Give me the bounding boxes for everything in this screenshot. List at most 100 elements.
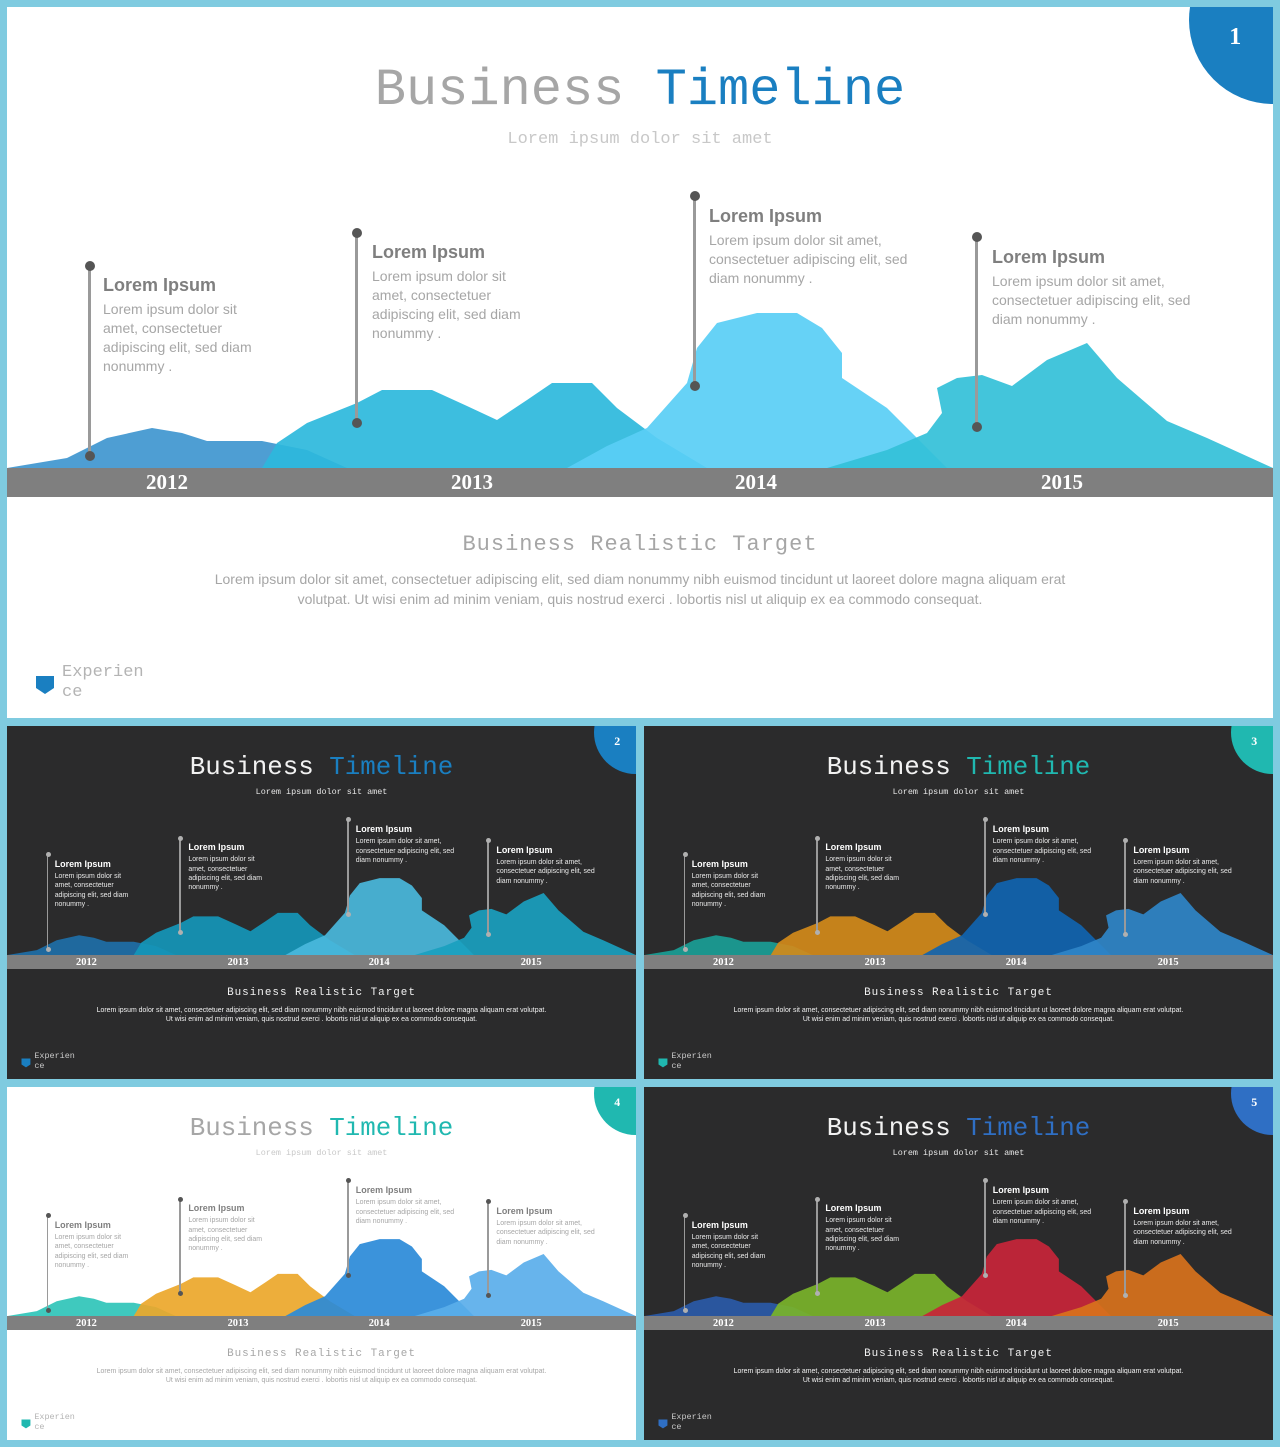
logo-text: Experience xyxy=(62,663,144,702)
callout-2013: Lorem Ipsum Lorem ipsum dolor sit amet, c… xyxy=(825,1203,907,1254)
slide-2[interactable]: 2 Business Timeline Lorem ipsum dolor sit … xyxy=(7,726,636,1079)
pin-line-2014 xyxy=(984,1180,986,1276)
section-title: Business Realistic Target xyxy=(462,532,818,557)
slide-title: Business Timeline xyxy=(644,753,1273,781)
mountain-2013 xyxy=(770,912,992,956)
year-band xyxy=(644,955,1273,970)
pin-dot-top xyxy=(983,1178,989,1184)
callout-body: Lorem ipsum dolor sit amet, consectetuer… xyxy=(691,1233,766,1269)
pin-dot-bottom xyxy=(815,930,821,936)
year-label-2012: 2012 xyxy=(713,1317,734,1329)
slide-5[interactable]: 5 Business Timeline Lorem ipsum dolor sit … xyxy=(644,1087,1273,1440)
pin-dot-bottom xyxy=(689,381,700,391)
title-word-business: Business xyxy=(826,752,951,783)
pin-dot-top xyxy=(45,852,51,858)
callout-heading: Lorem Ipsum xyxy=(691,1219,748,1230)
pin-dot-bottom xyxy=(682,1307,688,1313)
section-body: Lorem ipsum dolor sit amet, consectetuer… xyxy=(96,1006,547,1024)
callout-2015: Lorem Ipsum Lorem ipsum dolor sit amet, c… xyxy=(496,845,605,886)
callout-body: Lorem ipsum dolor sit amet, consectetuer… xyxy=(992,273,1191,328)
pin-dot-bottom xyxy=(346,1272,352,1278)
callout-2012: Lorem Ipsum Lorem ipsum dolor sit amet, c… xyxy=(103,274,268,376)
pin-dot-top xyxy=(351,228,362,238)
pin-dot-top xyxy=(346,817,352,823)
mountain-2014 xyxy=(285,878,475,956)
slide-subtitle: Lorem ipsum dolor sit amet xyxy=(507,130,773,149)
slide-subtitle: Lorem ipsum dolor sit amet xyxy=(255,787,388,798)
callout-body: Lorem ipsum dolor sit amet, consectetuer… xyxy=(1133,858,1232,885)
pin-dot-top xyxy=(682,1213,688,1219)
callout-heading: Lorem Ipsum xyxy=(825,842,882,853)
callout-heading: Lorem Ipsum xyxy=(496,844,553,855)
callout-heading: Lorem Ipsum xyxy=(691,858,748,869)
pin-dot-bottom xyxy=(45,946,51,952)
year-label-2015: 2015 xyxy=(1157,1317,1179,1329)
year-label-2015: 2015 xyxy=(520,1317,542,1329)
slide-title: Business Timeline xyxy=(644,1114,1273,1142)
logo-text: Experience xyxy=(671,1050,712,1071)
callout-2013: Lorem Ipsum Lorem ipsum dolor sit amet, c… xyxy=(188,842,270,893)
logo-text: Experience xyxy=(671,1411,712,1432)
pin-line-2014 xyxy=(984,819,986,915)
pin-line-2012 xyxy=(683,854,686,950)
callout-body: Lorem ipsum dolor sit amet, consectetuer… xyxy=(372,268,521,342)
callout-heading: Lorem Ipsum xyxy=(992,824,1049,835)
year-label-2012: 2012 xyxy=(713,956,734,968)
slide-1[interactable]: 1 Business Timeline Lorem ipsum dolor sit … xyxy=(7,7,1273,718)
pin-dot-bottom xyxy=(815,1291,821,1297)
title-word-timeline: Timeline xyxy=(966,1113,1091,1144)
pin-dot-bottom xyxy=(983,911,989,917)
callout-heading: Lorem Ipsum xyxy=(103,275,217,295)
pin-line-2014 xyxy=(693,196,696,386)
callout-heading: Lorem Ipsum xyxy=(1133,1205,1190,1216)
section-body: Lorem ipsum dolor sit amet, consectetuer… xyxy=(96,1367,547,1385)
slide-title: Business Timeline xyxy=(7,62,1273,119)
callout-2013: Lorem Ipsum Lorem ipsum dolor sit amet, c… xyxy=(188,1203,270,1254)
pin-dot-bottom xyxy=(45,1307,51,1313)
callout-body: Lorem ipsum dolor sit amet, consectetuer… xyxy=(496,858,595,885)
pin-dot-top xyxy=(45,1213,51,1219)
slide-number: 3 xyxy=(1251,734,1258,749)
mountain-2015 xyxy=(1051,1253,1273,1317)
callout-body: Lorem ipsum dolor sit amet, consectetuer… xyxy=(825,1217,899,1253)
callout-2014: Lorem Ipsum Lorem ipsum dolor sit amet, c… xyxy=(709,205,929,288)
pin-line-2013 xyxy=(179,1199,181,1294)
slide-subtitle: Lorem ipsum dolor sit amet xyxy=(255,1148,388,1159)
pin-dot-top xyxy=(1123,837,1129,843)
pin-dot-top xyxy=(1123,1198,1129,1204)
callout-2012: Lorem Ipsum Lorem ipsum dolor sit amet, c… xyxy=(55,1220,137,1271)
callout-heading: Lorem Ipsum xyxy=(1133,844,1190,855)
callout-body: Lorem ipsum dolor sit amet, consectetuer… xyxy=(188,856,262,892)
year-label-2013: 2013 xyxy=(227,956,249,968)
callout-body: Lorem ipsum dolor sit amet, consectetuer… xyxy=(188,1217,262,1253)
pin-dot-top xyxy=(689,191,700,201)
callout-body: Lorem ipsum dolor sit amet, consectetuer… xyxy=(54,872,129,908)
pin-dot-bottom xyxy=(178,930,184,936)
pin-dot-bottom xyxy=(486,1293,492,1299)
year-band xyxy=(644,1316,1273,1331)
section-title: Business Realistic Target xyxy=(227,1347,416,1360)
mountain-2013 xyxy=(262,383,707,468)
mountain-2015 xyxy=(414,1253,636,1317)
callout-body: Lorem ipsum dolor sit amet, consectetuer… xyxy=(355,1199,455,1226)
mountain-2014 xyxy=(285,1239,475,1317)
title-word-timeline: Timeline xyxy=(329,1113,454,1144)
pin-line-2015 xyxy=(487,840,489,935)
year-label-2015: 2015 xyxy=(1041,470,1083,494)
pin-dot-bottom xyxy=(346,911,352,917)
title-word-business: Business xyxy=(189,752,314,783)
slide-3[interactable]: 3 Business Timeline Lorem ipsum dolor sit … xyxy=(644,726,1273,1079)
shield-icon xyxy=(36,676,54,694)
callout-body: Lorem ipsum dolor sit amet, consectetuer… xyxy=(691,872,766,908)
mountain-2015 xyxy=(827,343,1273,468)
callout-2012: Lorem Ipsum Lorem ipsum dolor sit amet, c… xyxy=(55,859,137,910)
callout-heading: Lorem Ipsum xyxy=(825,1203,882,1214)
callout-body: Lorem ipsum dolor sit amet, consectetuer… xyxy=(992,1199,1092,1226)
year-band xyxy=(7,955,636,970)
slide-4[interactable]: 4 Business Timeline Lorem ipsum dolor sit … xyxy=(7,1087,636,1440)
slide-title: Business Timeline xyxy=(7,753,636,781)
pin-dot-bottom xyxy=(178,1291,184,1297)
callout-2012: Lorem Ipsum Lorem ipsum dolor sit amet, c… xyxy=(692,859,774,910)
mountain-2014 xyxy=(922,878,1112,956)
timeline-mountains xyxy=(644,878,1273,956)
